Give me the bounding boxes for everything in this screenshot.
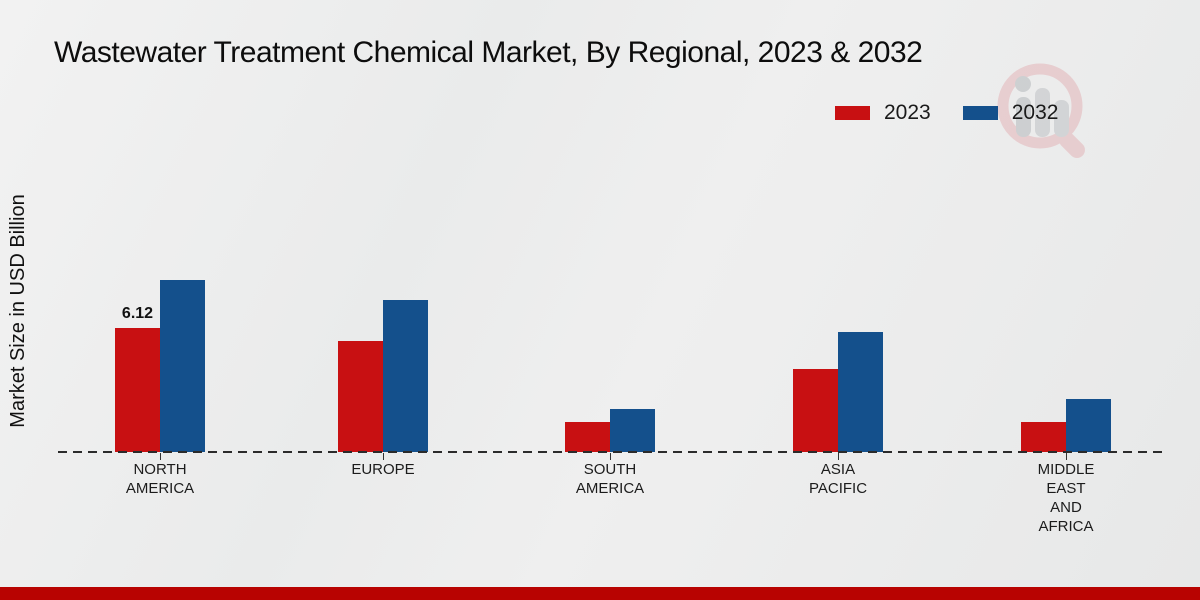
category-label-north-america: NORTH AMERICA bbox=[125, 461, 195, 497]
legend-item-2023: 2023 bbox=[835, 101, 931, 125]
x-axis-baseline bbox=[58, 451, 1168, 453]
category-label-asia-pacific: ASIA PACIFIC bbox=[808, 461, 868, 497]
bar-2023-south-america bbox=[565, 422, 610, 452]
legend: 2023 2032 bbox=[835, 101, 1058, 125]
x-axis-tick-middle-east-and-africa bbox=[1066, 453, 1067, 460]
bar-2032-south-america bbox=[610, 409, 655, 452]
bar-2023-middle-east-and-africa bbox=[1021, 422, 1066, 452]
watermark-magnifier-logo bbox=[997, 63, 1085, 158]
page-title: Wastewater Treatment Chemical Market, By… bbox=[54, 36, 923, 69]
legend-swatch-2032 bbox=[962, 106, 998, 120]
footer-accent-bar bbox=[0, 587, 1200, 600]
x-axis-tick-south-america bbox=[610, 453, 611, 460]
x-axis-tick-europe bbox=[383, 453, 384, 460]
bar-2032-asia-pacific bbox=[838, 332, 883, 452]
category-label-south-america: SOUTH AMERICA bbox=[575, 461, 645, 497]
x-axis-tick-north-america bbox=[160, 453, 161, 460]
bar-2023-europe bbox=[338, 341, 383, 452]
bar-2023-north-america bbox=[115, 328, 160, 452]
legend-label-2032: 2032 bbox=[1011, 101, 1059, 124]
legend-item-2032: 2032 bbox=[962, 101, 1059, 125]
category-label-middle-east-and-africa: MIDDLE EAST AND AFRICA bbox=[1037, 461, 1095, 535]
x-axis-tick-asia-pacific bbox=[838, 453, 839, 460]
bar-2023-asia-pacific bbox=[793, 369, 838, 452]
legend-swatch-2023 bbox=[835, 106, 870, 120]
category-label-europe: EUROPE bbox=[351, 461, 415, 478]
bar-2032-europe bbox=[383, 300, 428, 452]
bar-2032-middle-east-and-africa bbox=[1066, 399, 1111, 452]
legend-label-2023: 2023 bbox=[884, 101, 931, 124]
data-label-2023-north-america: 6.12 bbox=[121, 305, 154, 322]
bar-2032-north-america bbox=[160, 280, 205, 452]
